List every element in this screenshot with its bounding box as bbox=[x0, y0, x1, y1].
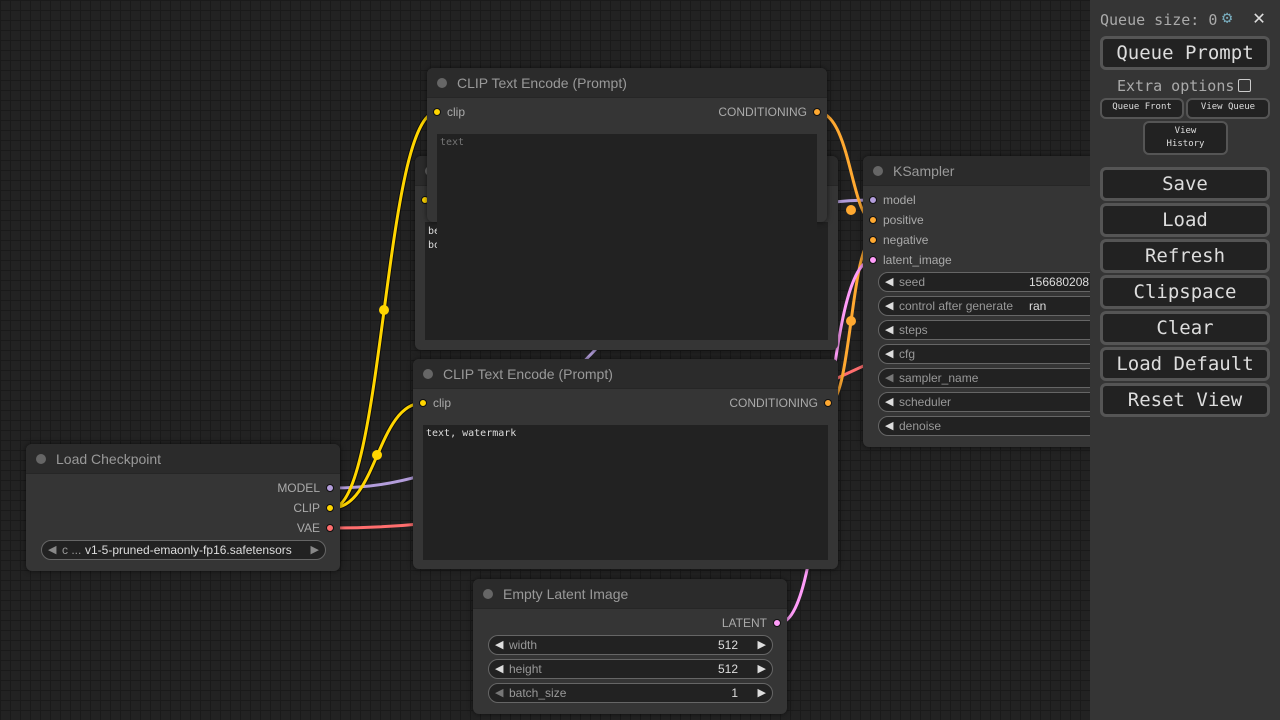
output-model[interactable]: MODEL bbox=[277, 481, 340, 495]
load-default-button[interactable]: Load Default bbox=[1100, 347, 1270, 381]
ckpt-name-combo[interactable]: ◀ c ... v1-5-pruned-emaonly-fp16.safeten… bbox=[41, 540, 326, 560]
arrow-left-icon[interactable]: ◀ bbox=[48, 544, 57, 556]
collapse-dot[interactable] bbox=[36, 454, 46, 464]
node-title: CLIP Text Encode (Prompt) bbox=[457, 75, 627, 91]
widget-scheduler[interactable]: ◀ scheduler bbox=[878, 392, 1090, 412]
widget-steps[interactable]: ◀ steps bbox=[878, 320, 1090, 340]
arrow-right-icon[interactable]: ▶ bbox=[757, 687, 766, 699]
clear-button[interactable]: Clear bbox=[1100, 311, 1270, 345]
node-title: Load Checkpoint bbox=[56, 451, 162, 467]
node-title: KSampler bbox=[893, 163, 955, 179]
arrow-right-icon[interactable]: ▶ bbox=[757, 639, 766, 651]
arrow-left-icon[interactable]: ◀ bbox=[885, 300, 894, 312]
extra-options-label: Extra options bbox=[1117, 77, 1235, 95]
input-latent_image[interactable]: latent_image bbox=[863, 253, 952, 267]
widget-seed[interactable]: ◀ seed 156680208 bbox=[878, 272, 1090, 292]
widget-sampler-name[interactable]: ◀ sampler_name bbox=[878, 368, 1090, 388]
arrow-left-icon[interactable]: ◀ bbox=[885, 396, 894, 408]
gear-icon[interactable]: ⚙ bbox=[1222, 8, 1233, 28]
refresh-button[interactable]: Refresh bbox=[1100, 239, 1270, 273]
input-positive[interactable]: positive bbox=[863, 213, 924, 227]
empty-latent-image-node[interactable]: Empty Latent Image LATENT ◀ width 512 ▶ ◀ hei… bbox=[473, 579, 787, 714]
output-conditioning[interactable]: CONDITIONING bbox=[729, 396, 838, 410]
input-model[interactable]: model bbox=[863, 193, 916, 207]
load-checkpoint-node[interactable]: Load Checkpoint MODEL CLIP VAE ◀ c ... v1-… bbox=[26, 444, 340, 571]
view-history-button[interactable]: View History bbox=[1143, 121, 1228, 155]
clipspace-button[interactable]: Clipspace bbox=[1100, 275, 1270, 309]
view-queue-button[interactable]: View Queue bbox=[1186, 98, 1270, 119]
graph-canvas[interactable]: be bo CLIP Text Encode (Prompt) clip CON… bbox=[0, 0, 1090, 720]
output-conditioning[interactable]: CONDITIONING bbox=[718, 105, 827, 119]
output-latent[interactable]: LATENT bbox=[722, 616, 787, 630]
close-icon[interactable]: ✕ bbox=[1253, 5, 1266, 29]
widget-width[interactable]: ◀ width 512 ▶ bbox=[488, 635, 773, 655]
widget-control-after-generate[interactable]: ◀ control after generate ran bbox=[878, 296, 1090, 316]
clip-text-encode-negative-node[interactable]: CLIP Text Encode (Prompt) clip CONDITION… bbox=[413, 359, 838, 569]
arrow-left-icon[interactable]: ◀ bbox=[495, 663, 504, 675]
input-clip[interactable]: clip bbox=[427, 105, 465, 119]
arrow-left-icon[interactable]: ◀ bbox=[885, 324, 894, 336]
arrow-left-icon[interactable]: ◀ bbox=[885, 348, 894, 360]
clip-text-encode-positive-node[interactable]: CLIP Text Encode (Prompt) clip CONDITION… bbox=[427, 68, 827, 340]
queue-front-button[interactable]: Queue Front bbox=[1100, 98, 1184, 119]
input-negative[interactable]: negative bbox=[863, 233, 928, 247]
ksampler-node[interactable]: KSampler model positive negative latent_ima… bbox=[863, 156, 1090, 447]
widget-cfg[interactable]: ◀ cfg bbox=[878, 344, 1090, 364]
save-button[interactable]: Save bbox=[1100, 167, 1270, 201]
arrow-left-icon[interactable]: ◀ bbox=[885, 420, 894, 432]
collapse-dot[interactable] bbox=[873, 166, 883, 176]
node-title: CLIP Text Encode (Prompt) bbox=[443, 366, 613, 382]
collapse-dot[interactable] bbox=[483, 589, 493, 599]
input-clip[interactable]: clip bbox=[413, 396, 451, 410]
widget-height[interactable]: ◀ height 512 ▶ bbox=[488, 659, 773, 679]
menu-panel: Queue size: 0 ⚙ ✕ Queue Prompt Extra opt… bbox=[1090, 0, 1280, 720]
reset-view-button[interactable]: Reset View bbox=[1100, 383, 1270, 417]
output-clip[interactable]: CLIP bbox=[293, 501, 340, 515]
arrow-left-icon[interactable]: ◀ bbox=[885, 372, 894, 384]
prompt-textarea[interactable] bbox=[437, 134, 817, 340]
widget-batch-size[interactable]: ◀ batch_size 1 ▶ bbox=[488, 683, 773, 703]
load-button[interactable]: Load bbox=[1100, 203, 1270, 237]
arrow-left-icon[interactable]: ◀ bbox=[885, 276, 894, 288]
arrow-right-icon[interactable]: ▶ bbox=[757, 663, 766, 675]
collapse-dot[interactable] bbox=[423, 369, 433, 379]
prompt-textarea[interactable]: text, watermark bbox=[423, 425, 828, 560]
queue-prompt-button[interactable]: Queue Prompt bbox=[1100, 36, 1270, 70]
arrow-left-icon[interactable]: ◀ bbox=[495, 639, 504, 651]
queue-size: Queue size: 0 bbox=[1100, 11, 1218, 29]
node-title: Empty Latent Image bbox=[503, 586, 629, 602]
arrow-left-icon[interactable]: ◀ bbox=[495, 687, 504, 699]
extra-options-checkbox[interactable] bbox=[1238, 79, 1251, 92]
arrow-right-icon[interactable]: ▶ bbox=[310, 544, 319, 556]
widget-denoise[interactable]: ◀ denoise bbox=[878, 416, 1090, 436]
collapse-dot[interactable] bbox=[437, 78, 447, 88]
output-vae[interactable]: VAE bbox=[297, 521, 340, 535]
